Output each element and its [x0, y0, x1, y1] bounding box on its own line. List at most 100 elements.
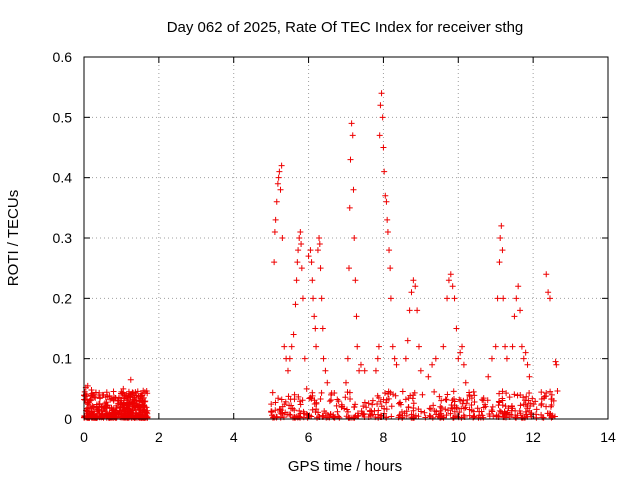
data-point — [402, 396, 409, 403]
data-point — [308, 413, 315, 420]
data-point — [429, 361, 436, 368]
data-point — [492, 343, 499, 350]
data-point — [268, 401, 275, 408]
data-point — [88, 405, 95, 412]
data-point — [271, 228, 278, 235]
data-point — [387, 295, 394, 302]
data-point — [124, 397, 131, 404]
data-point — [384, 216, 391, 223]
data-point — [318, 389, 325, 396]
data-point — [514, 392, 521, 399]
data-point — [433, 411, 440, 418]
data-point — [324, 379, 331, 386]
data-point — [517, 402, 524, 409]
data-point — [273, 198, 280, 205]
data-point — [383, 406, 390, 413]
data-point — [295, 393, 302, 400]
data-point — [388, 413, 395, 420]
data-point — [131, 404, 138, 411]
data-point — [369, 397, 376, 404]
data-point — [331, 389, 338, 396]
data-point — [523, 393, 530, 400]
data-point — [141, 403, 148, 410]
data-point — [485, 373, 492, 380]
data-point — [376, 132, 383, 139]
data-point — [140, 402, 147, 409]
data-point — [310, 295, 317, 302]
data-point — [471, 398, 478, 405]
data-point — [533, 406, 540, 413]
data-point — [453, 325, 460, 332]
data-point — [311, 397, 318, 404]
data-point — [474, 405, 481, 412]
y-tick-label: 0.4 — [53, 170, 73, 186]
data-point — [278, 396, 285, 403]
data-point — [355, 412, 362, 419]
data-point — [509, 343, 516, 350]
x-tick-label: 0 — [80, 429, 88, 445]
data-point — [104, 412, 111, 419]
data-point — [526, 407, 533, 414]
data-point — [470, 408, 477, 415]
data-point — [455, 355, 462, 362]
data-point — [322, 367, 329, 374]
data-point — [297, 228, 304, 235]
data-point — [456, 409, 463, 416]
data-point — [288, 343, 295, 350]
data-point — [369, 401, 376, 408]
data-point — [444, 391, 451, 398]
data-point — [307, 247, 314, 254]
data-point — [496, 399, 503, 406]
data-point — [442, 396, 449, 403]
data-point — [313, 406, 320, 413]
data-point — [352, 277, 359, 284]
data-point — [411, 389, 418, 396]
data-point — [381, 410, 388, 417]
data-point — [127, 376, 134, 383]
data-point — [402, 355, 409, 362]
data-point — [109, 413, 116, 420]
data-point — [538, 402, 545, 409]
data-point — [382, 192, 389, 199]
data-point — [343, 406, 350, 413]
data-point — [367, 407, 374, 414]
data-point — [374, 355, 381, 362]
data-point — [312, 325, 319, 332]
data-point — [296, 235, 303, 241]
data-point — [466, 393, 473, 400]
data-point — [289, 405, 296, 412]
data-point — [286, 402, 293, 409]
data-point — [548, 396, 555, 403]
data-point — [451, 295, 458, 302]
data-point — [451, 398, 458, 405]
data-point — [529, 395, 536, 402]
data-point — [139, 392, 146, 399]
data-point — [320, 355, 327, 362]
data-point — [290, 331, 297, 338]
data-point — [517, 307, 524, 314]
data-point — [298, 265, 305, 272]
data-point — [352, 401, 359, 408]
data-point — [506, 394, 513, 401]
data-point — [276, 168, 283, 175]
data-point — [128, 391, 135, 398]
data-point — [526, 390, 533, 397]
data-point — [538, 395, 545, 402]
data-point — [311, 313, 318, 320]
data-point — [135, 411, 142, 418]
data-point — [496, 407, 503, 414]
data-point — [546, 412, 553, 419]
data-point — [144, 407, 151, 414]
data-point — [501, 408, 508, 415]
data-point — [287, 411, 294, 418]
data-point — [520, 394, 527, 401]
data-point — [449, 405, 456, 412]
data-point — [431, 407, 438, 414]
data-point — [345, 265, 352, 272]
data-point — [410, 277, 417, 284]
data-point — [279, 235, 286, 241]
data-point — [334, 408, 341, 415]
data-point — [271, 259, 278, 266]
data-point — [308, 395, 315, 402]
data-point — [486, 410, 493, 417]
